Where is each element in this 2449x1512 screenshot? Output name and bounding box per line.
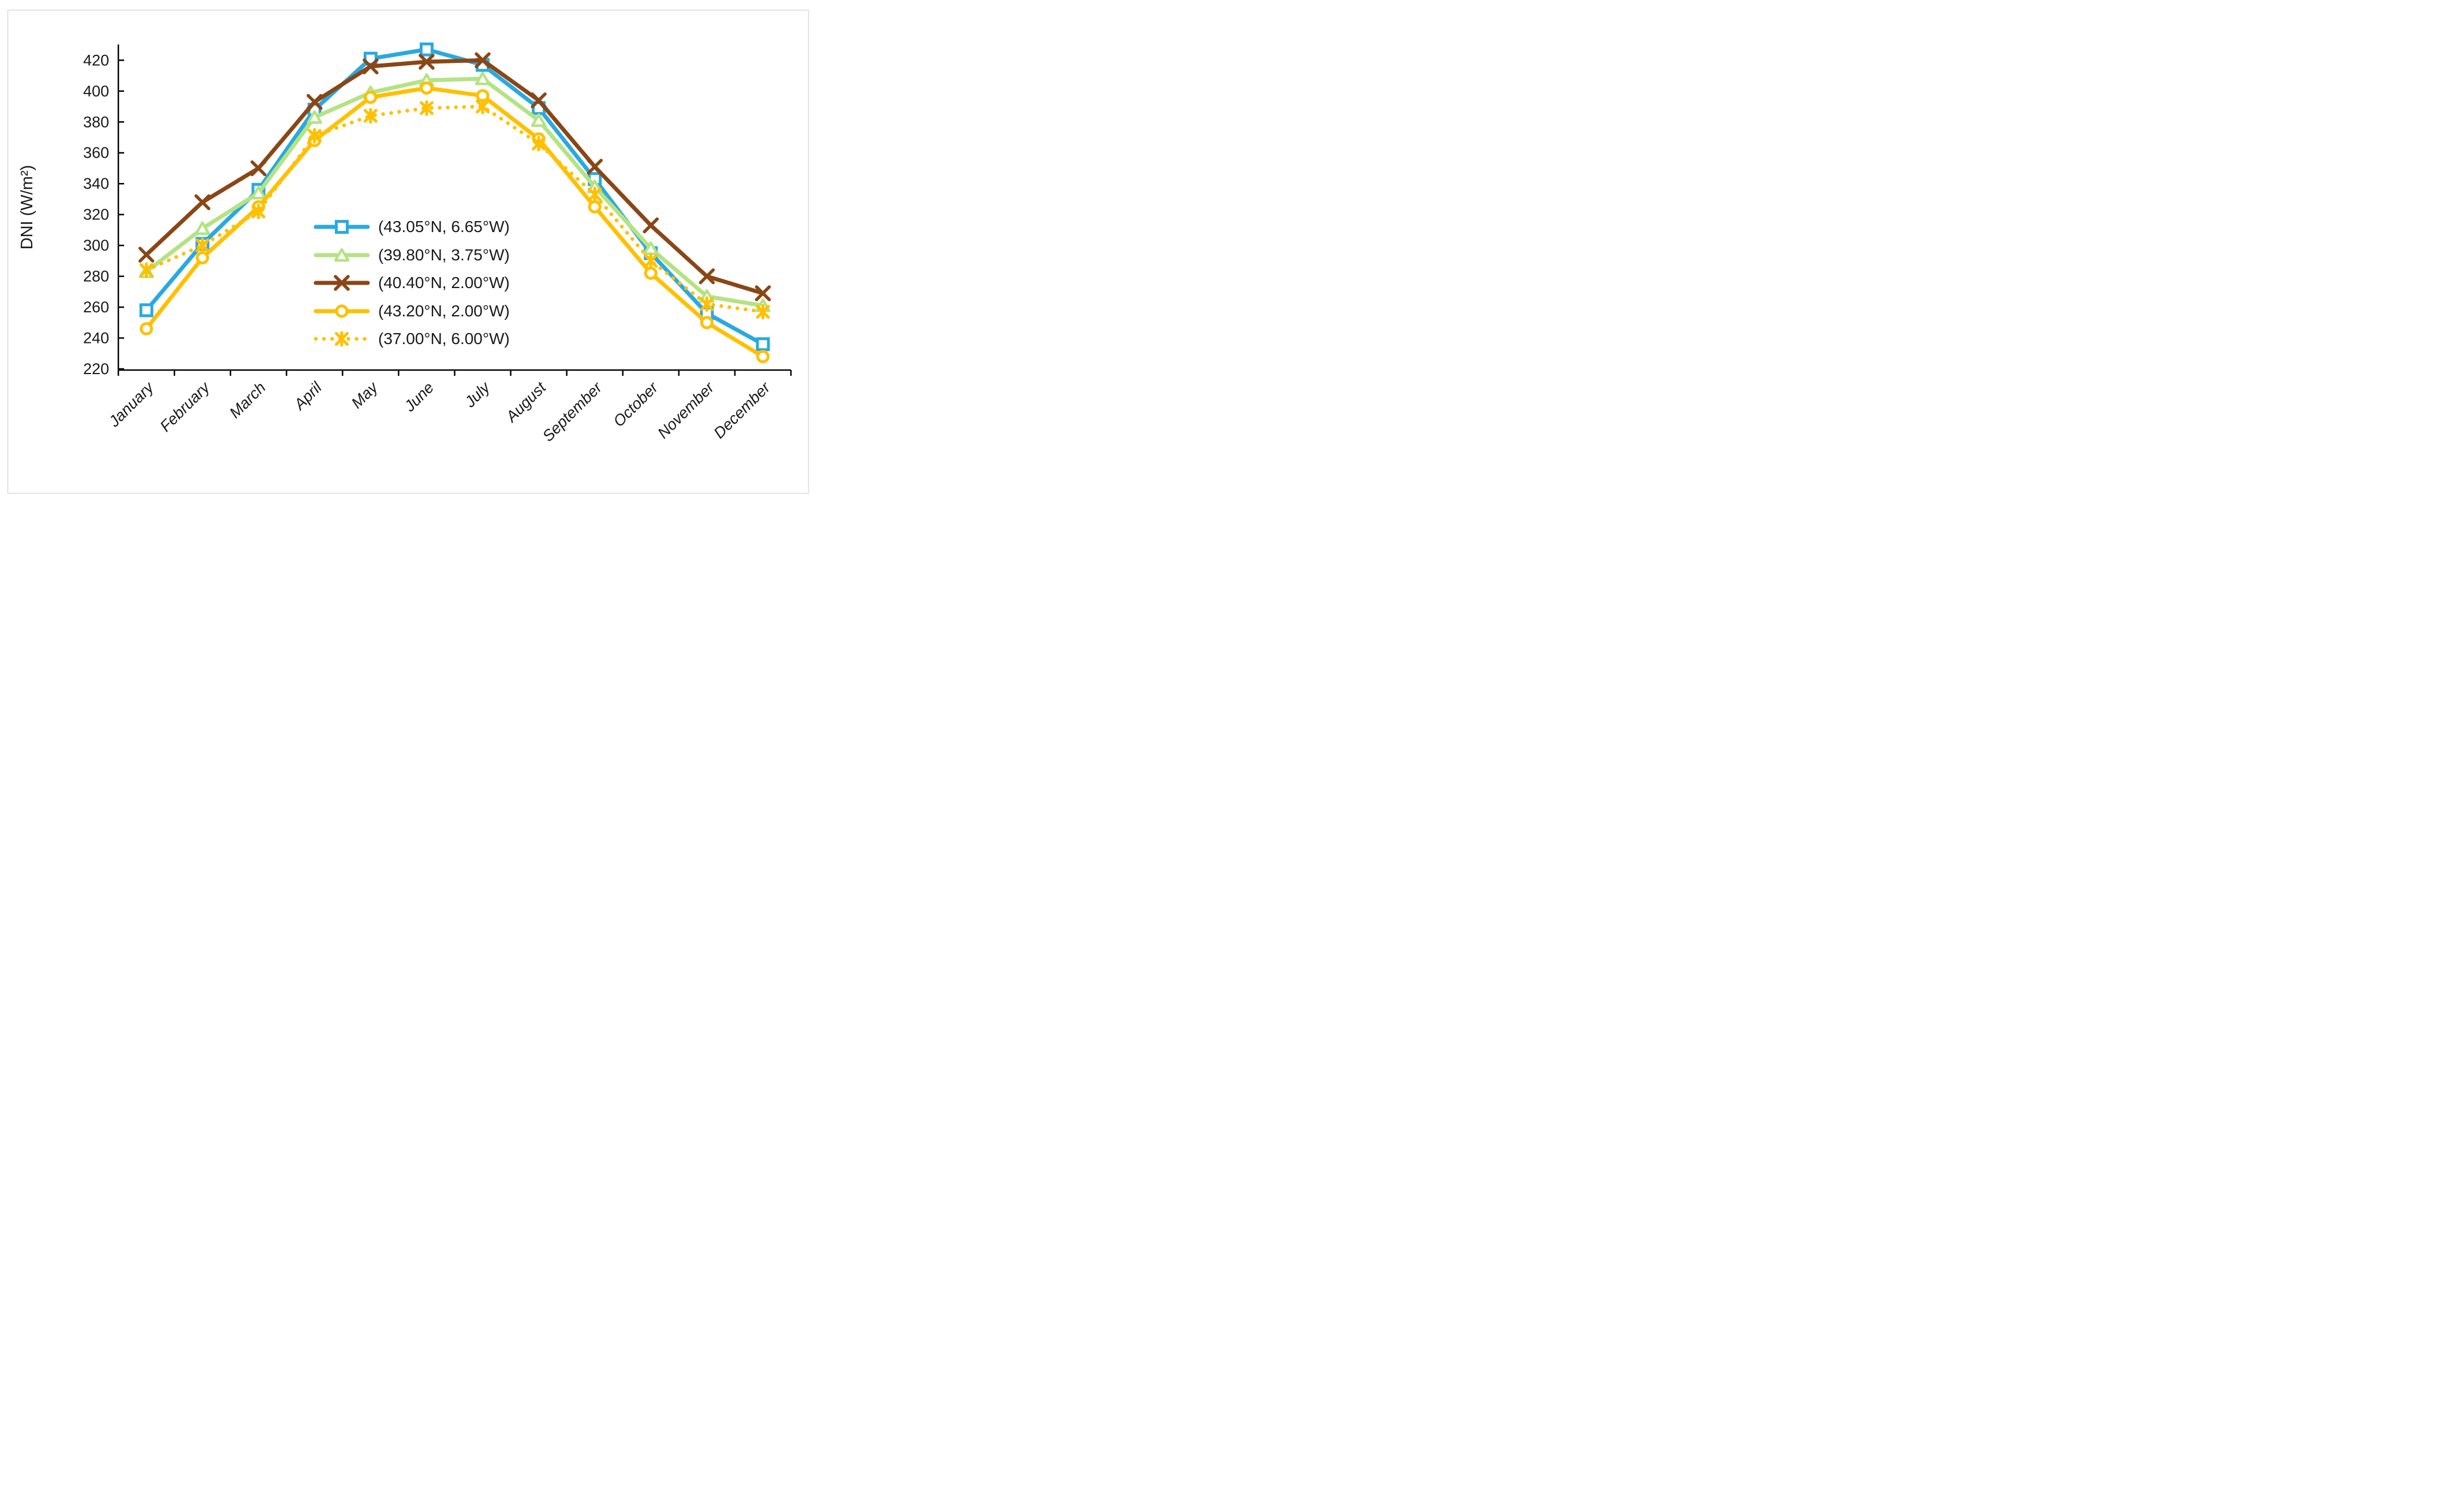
data-point-marker-triangle — [531, 113, 547, 127]
data-point-marker-asterisk — [251, 203, 266, 219]
series-line-2 — [144, 58, 765, 296]
series-line-3 — [144, 85, 765, 359]
data-point-marker-circle — [196, 251, 210, 265]
series-4 — [139, 99, 770, 320]
data-point-marker-x — [755, 285, 771, 301]
data-point-marker-square — [335, 220, 349, 234]
data-point-marker-asterisk — [644, 253, 658, 269]
y-tick-label: 300 — [83, 237, 109, 254]
data-point-marker-x — [587, 159, 603, 175]
dni-line-chart: DNI (W/m²) 220 240 260 280 300 320 340 360 380 40… — [7, 9, 809, 494]
legend-label: (43.20°N, 2.00°W) — [378, 302, 510, 320]
data-point-marker-triangle — [195, 221, 210, 235]
data-point-marker-x — [531, 92, 547, 109]
y-tick-label: 360 — [83, 144, 109, 162]
data-point-marker-triangle — [334, 248, 350, 262]
data-point-marker-square — [419, 42, 434, 57]
y-tick-label: 340 — [83, 175, 109, 192]
y-axis-title: DNI (W/m²) — [18, 165, 36, 250]
legend-item: (37.00°N, 6.00°W) — [313, 330, 510, 348]
data-point-marker-asterisk — [139, 262, 154, 278]
data-point-marker-square — [139, 303, 154, 318]
legend-label: (39.80°N, 3.75°W) — [378, 246, 510, 264]
data-point-marker-asterisk — [532, 136, 546, 152]
y-tick-label: 280 — [83, 268, 109, 285]
data-point-marker-x — [643, 217, 659, 234]
data-point-marker-asterisk — [307, 128, 322, 144]
data-point-marker-asterisk — [700, 296, 714, 312]
data-point-marker-triangle — [475, 72, 491, 85]
data-point-marker-asterisk — [588, 186, 602, 203]
data-point-marker-square — [756, 337, 770, 352]
series-line-4 — [144, 104, 765, 314]
data-point-marker-x — [475, 52, 491, 69]
data-point-marker-circle — [420, 81, 434, 95]
data-point-marker-circle — [756, 350, 770, 364]
legend-item: (39.80°N, 3.75°W) — [313, 246, 510, 264]
data-point-marker-x — [363, 58, 379, 74]
data-point-marker-triangle — [307, 110, 323, 124]
data-point-marker-asterisk — [476, 99, 490, 115]
y-tick-label: 260 — [83, 298, 109, 316]
legend-item: (40.40°N, 2.00°W) — [313, 274, 510, 292]
series-3 — [140, 81, 770, 364]
chart-canvas: DNI (W/m²) 220 240 260 280 300 320 340 360 380 40… — [0, 0, 816, 504]
data-point-marker-circle — [644, 266, 658, 280]
series-line-1 — [144, 76, 765, 308]
data-point-marker-circle — [335, 304, 349, 318]
data-point-marker-asterisk — [195, 237, 210, 253]
data-point-marker-circle — [364, 90, 378, 104]
legend-item: (43.20°N, 2.00°W) — [313, 302, 510, 320]
y-tick-label: 220 — [83, 360, 109, 378]
data-point-marker-circle — [700, 316, 714, 330]
series-2 — [138, 52, 771, 301]
legend-label: (40.40°N, 2.00°W) — [378, 274, 510, 292]
y-tick-label: 240 — [83, 330, 109, 347]
data-point-marker-circle — [140, 322, 154, 335]
data-point-marker-x — [307, 94, 323, 110]
data-point-marker-x — [250, 160, 267, 177]
data-point-marker-triangle — [251, 185, 266, 200]
data-point-marker-asterisk — [335, 331, 349, 347]
data-point-marker-x — [419, 54, 435, 70]
data-point-marker-x — [138, 247, 155, 263]
y-tick-label: 400 — [83, 83, 109, 100]
legend-label: (43.05°N, 6.65°W) — [378, 218, 510, 236]
y-tick-label: 320 — [83, 206, 109, 223]
y-tick-label: 380 — [83, 113, 109, 130]
data-point-marker-x — [699, 268, 715, 285]
data-point-marker-asterisk — [419, 100, 434, 116]
legend-item: (43.05°N, 6.65°W) — [313, 218, 510, 236]
data-point-marker-asterisk — [756, 304, 770, 320]
data-point-marker-x — [194, 194, 211, 211]
data-point-marker-x — [334, 275, 350, 291]
data-point-marker-circle — [588, 200, 602, 214]
y-tick-label: 420 — [83, 51, 109, 69]
legend-label: (37.00°N, 6.00°W) — [378, 330, 510, 348]
data-point-marker-asterisk — [363, 108, 378, 124]
chart-legend: (43.05°N, 6.65°W) (39.80°N, 3.75°W) (40.40… — [313, 218, 510, 348]
